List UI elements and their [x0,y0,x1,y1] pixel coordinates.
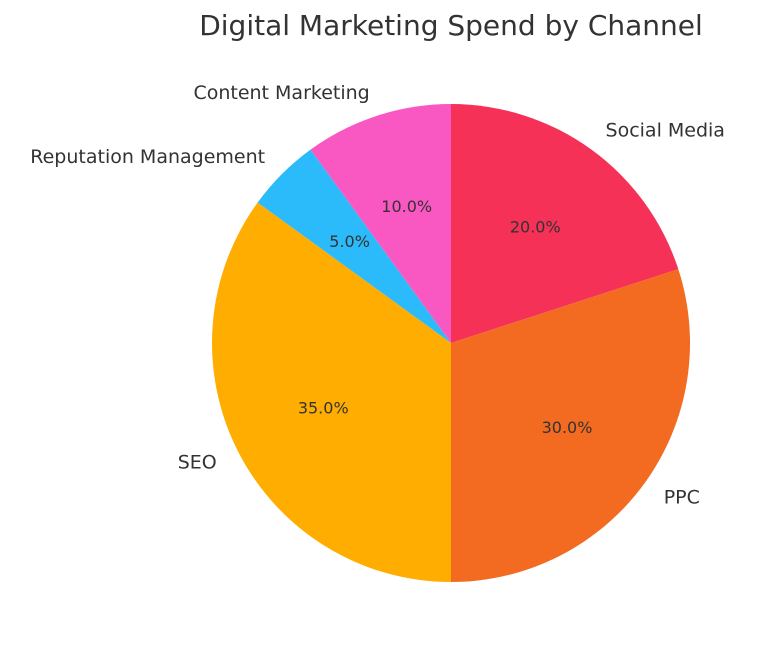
slice-percent-seo: 35.0% [298,399,349,418]
slice-percent-content-marketing: 10.0% [381,197,432,216]
slice-percent-reputation-management: 5.0% [329,232,370,251]
chart-title: Digital Marketing Spend by Channel [199,9,703,42]
slice-label-seo: SEO [178,451,217,473]
slice-percent-social-media: 20.0% [510,217,561,236]
slice-label-reputation-management: Reputation Management [30,146,265,168]
pie-slice-reputation-management [257,149,451,343]
pie-slice-social-media [451,104,679,343]
pie-labels: Social Media 20.0% PPC 30.0% SEO 35.0% Reputat… [30,82,725,509]
pie-slices [211,104,690,582]
pie-slice-ppc [451,269,690,582]
slice-percent-ppc: 30.0% [542,418,593,437]
slice-label-social-media: Social Media [606,119,725,141]
pie-slice-seo [211,202,451,582]
pie-slice-content-marketing [310,104,451,343]
slice-label-ppc: PPC [664,487,700,509]
slice-label-content-marketing: Content Marketing [193,82,369,104]
